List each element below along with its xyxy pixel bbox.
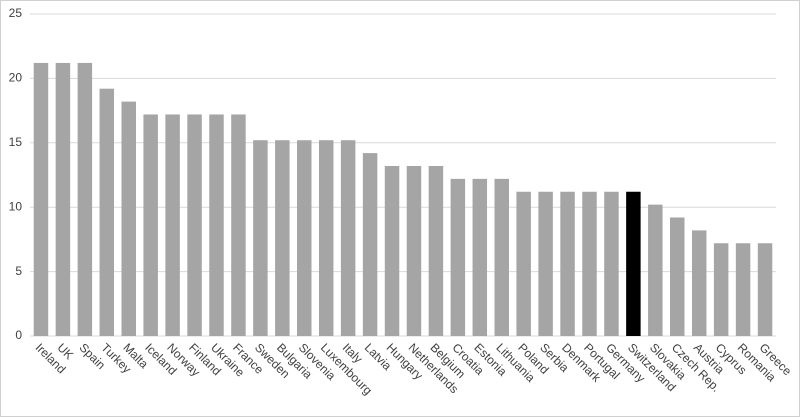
bar <box>99 88 115 336</box>
bar <box>384 165 400 336</box>
bar <box>604 191 619 336</box>
bar <box>340 140 356 336</box>
bar <box>406 165 422 336</box>
bar <box>648 204 663 336</box>
y-tick-label: 0 <box>15 328 22 342</box>
bar <box>582 191 597 336</box>
bar <box>494 178 509 336</box>
y-tick-label: 25 <box>9 6 23 20</box>
bar <box>757 243 773 336</box>
bar <box>516 191 531 336</box>
bar <box>626 191 641 336</box>
bar <box>253 140 268 336</box>
bar <box>209 114 224 337</box>
y-tick-label: 20 <box>9 71 23 85</box>
bar <box>231 114 246 337</box>
bar <box>691 230 707 336</box>
bar <box>165 114 180 337</box>
y-tick-label: 15 <box>9 135 23 149</box>
bar <box>713 243 729 336</box>
bar <box>560 191 575 336</box>
bar <box>670 217 685 336</box>
bar <box>275 140 290 336</box>
bar <box>55 62 71 336</box>
bar <box>362 153 378 336</box>
bar <box>472 178 488 336</box>
bar <box>77 62 93 336</box>
bar <box>143 114 158 337</box>
bar <box>450 178 466 336</box>
bar <box>297 140 312 336</box>
bar <box>428 165 444 336</box>
y-tick-label: 10 <box>9 199 23 213</box>
bar <box>318 140 334 336</box>
bar <box>187 114 202 337</box>
bar <box>538 191 553 336</box>
bar <box>33 62 49 336</box>
bar <box>121 101 136 336</box>
y-tick-label: 5 <box>15 264 22 278</box>
bar <box>735 243 751 336</box>
